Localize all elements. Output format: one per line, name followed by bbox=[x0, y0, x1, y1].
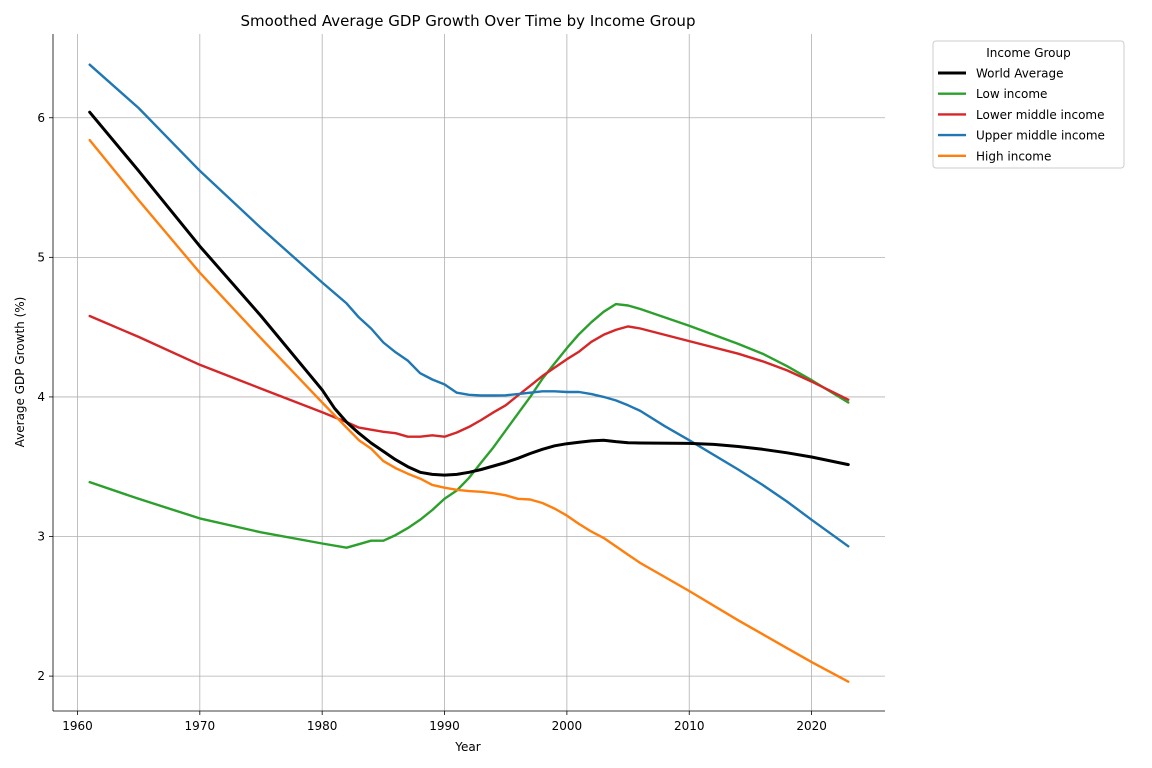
x-tick-label: 1990 bbox=[429, 719, 460, 733]
x-tick-label: 2000 bbox=[552, 719, 583, 733]
legend-entry-upper-middle-income: Upper middle income bbox=[938, 129, 1105, 143]
legend-label: Low income bbox=[976, 87, 1047, 101]
legend-entry-world-average: World Average bbox=[938, 67, 1063, 81]
y-tick-label: 3 bbox=[37, 530, 45, 544]
y-tick-label: 2 bbox=[37, 669, 45, 683]
x-tick-label: 1960 bbox=[62, 719, 93, 733]
x-axis-label: Year bbox=[454, 740, 480, 754]
legend-entry-high-income: High income bbox=[938, 149, 1051, 163]
legend: Income Group World Average Low income Lowe… bbox=[932, 40, 1125, 169]
legend-entry-lower-middle-income: Lower middle income bbox=[938, 108, 1105, 122]
series-line-world-average bbox=[88, 110, 850, 477]
y-tick-label: 5 bbox=[37, 250, 45, 264]
x-tick-label: 1970 bbox=[185, 719, 216, 733]
series-line-low-income bbox=[88, 302, 850, 549]
grid-lines bbox=[53, 34, 885, 711]
legend-title: Income Group bbox=[986, 46, 1071, 60]
legend-entry-low-income: Low income bbox=[938, 87, 1047, 101]
axes bbox=[49, 34, 885, 715]
y-tick-label: 4 bbox=[37, 390, 45, 404]
series-line-lower-middle-income bbox=[88, 314, 850, 438]
legend-label: High income bbox=[976, 149, 1051, 163]
legend-label: Lower middle income bbox=[976, 108, 1105, 122]
series-lines bbox=[88, 63, 850, 683]
series-line-high-income bbox=[88, 138, 850, 683]
y-axis-label: Average GDP Growth (%) bbox=[13, 297, 27, 448]
x-tick-label: 2020 bbox=[796, 719, 827, 733]
x-tick-label: 2010 bbox=[674, 719, 705, 733]
tick-labels: 1960 1970 1980 1990 2000 2010 2020 2 3 4 5 6 bbox=[37, 111, 827, 733]
legend-label: Upper middle income bbox=[976, 129, 1105, 143]
x-tick-label: 1980 bbox=[307, 719, 338, 733]
y-tick-label: 6 bbox=[37, 111, 45, 125]
legend-label: World Average bbox=[976, 67, 1063, 81]
legend-frame bbox=[932, 40, 1125, 169]
legend-entries: World Average Low income Lower middle inco… bbox=[938, 67, 1105, 163]
series-line-upper-middle-income bbox=[88, 63, 850, 548]
chart-title: Smoothed Average GDP Growth Over Time by… bbox=[241, 12, 696, 30]
